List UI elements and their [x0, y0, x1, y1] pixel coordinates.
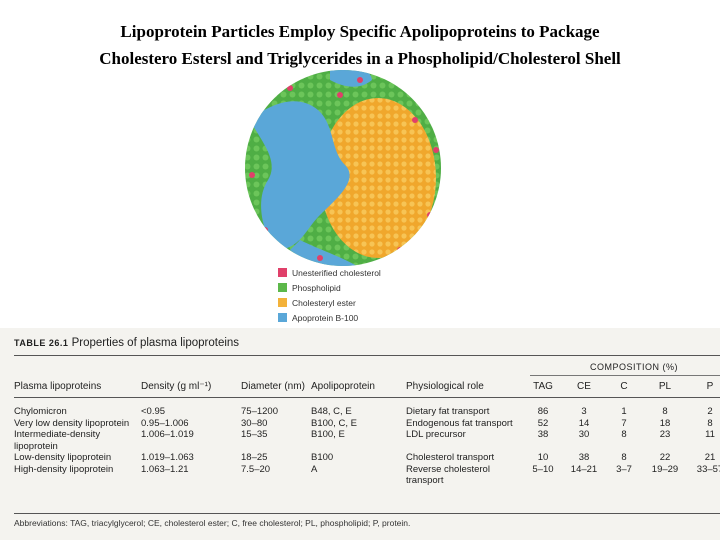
table-cell: 19–29 [651, 463, 679, 475]
table-cell: A [311, 463, 318, 475]
table-cell: 18–25 [241, 452, 268, 463]
title: Lipoprotein Particles Employ Specific Ap… [0, 18, 720, 72]
table-cell: B100, E [311, 429, 345, 440]
column-header: Physiological role [406, 380, 524, 398]
legend-swatch [278, 298, 287, 307]
table-cell: 1.019–1.063 [141, 452, 194, 463]
table-cell: 0.95–1.006 [141, 417, 189, 429]
legend-item: Phospholipid [278, 280, 381, 295]
table-caption: TABLE 26.1 Properties of plasma lipoprot… [14, 337, 239, 349]
table-cell: 8 [621, 452, 627, 463]
column-header: C [606, 380, 644, 398]
table-cell: 14–21 [570, 463, 598, 475]
table-cell: High-density lipoprotein [14, 463, 114, 475]
apoprotein [290, 240, 360, 266]
table-cell: B48, C, E [311, 406, 352, 417]
table-cell: Very low density lipoprotein [14, 417, 130, 429]
table: Plasma lipoproteins Density (g ml⁻¹) Diame… [14, 380, 720, 487]
table-cell: 10 [537, 452, 549, 463]
table-cell: 75–1200 [241, 406, 278, 417]
group-header: COMPOSITION (%) [590, 362, 678, 372]
legend: Unesterified cholesterol Phospholipid Chol… [278, 265, 381, 325]
table-cell: B100, C, E [311, 417, 357, 429]
header-row: Plasma lipoproteins Density (g ml⁻¹) Diame… [14, 380, 720, 398]
table-row: High-density lipoprotein 1.063–1.21 7.5–20… [14, 464, 720, 487]
table-cell: 8 [621, 429, 627, 440]
caption-label: TABLE 26.1 [14, 338, 69, 348]
table-cell: 33–57 [696, 463, 720, 475]
legend-item: Cholesteryl ester [278, 295, 381, 310]
table-cell: 38 [537, 429, 549, 440]
column-header: Apolipoprotein [311, 380, 406, 398]
table-cell: LDL precursor [406, 429, 466, 440]
column-header: TAG [524, 380, 564, 398]
footnote: Abbreviations: TAG, triacylglycerol; CE,… [14, 518, 411, 528]
legend-swatch [278, 313, 287, 322]
table-cell: Chylomicron [14, 406, 67, 417]
rule [14, 355, 720, 356]
table-row: Intermediate-density lipoprotein 1.006–1.… [14, 429, 720, 452]
table-row: Very low density lipoprotein 0.95–1.006 30… [14, 418, 720, 430]
column-header: PL [644, 380, 688, 398]
table-cell: 86 [537, 406, 549, 417]
table-cell: 15–35 [241, 429, 268, 440]
column-header: Plasma lipoproteins [14, 380, 141, 398]
table-cell: Cholesterol transport [406, 452, 495, 463]
table-cell: 38 [578, 452, 590, 463]
caption-text: Properties of plasma lipoproteins [71, 337, 240, 349]
table-cell: 8 [707, 417, 713, 429]
table-cell: 2 [707, 406, 713, 417]
legend-item: Unesterified cholesterol [278, 265, 381, 280]
table-cell: 14 [578, 417, 590, 429]
table-cell: 5–10 [532, 463, 554, 475]
legend-label: Apoprotein B-100 [292, 312, 359, 323]
core [320, 98, 436, 258]
table-cell: 1.063–1.21 [141, 463, 189, 475]
table-cell: 7.5–20 [241, 463, 271, 475]
table-cell: 1 [621, 406, 627, 417]
table-cell: 23 [659, 429, 671, 440]
table-cell: 52 [537, 417, 549, 429]
column-header: P [688, 380, 720, 398]
table-cell: B100 [311, 452, 334, 463]
particle-illustration [245, 70, 441, 266]
table-cell: 30 [578, 429, 590, 440]
table-row: Chylomicron <0.95 75–1200 B48, C, E Dietary … [14, 398, 720, 418]
table-row: Low-density lipoprotein 1.019–1.063 18–25 B… [14, 452, 720, 464]
table-cell: Low-density lipoprotein [14, 452, 112, 463]
table-cell: Reverse cholesterol transport [406, 463, 490, 487]
legend-swatch [278, 283, 287, 292]
table-cell: 3–7 [616, 463, 632, 475]
table-cell: 30–80 [241, 417, 268, 429]
legend-label: Phospholipid [292, 282, 341, 293]
table-cell: Dietary fat transport [406, 406, 490, 417]
rule [14, 513, 720, 514]
title-line: Cholestero Estersl and Triglycerides in … [99, 49, 621, 68]
legend-item: Apoprotein B-100 [278, 310, 381, 325]
table-cell: 3 [581, 406, 587, 417]
table-panel: TABLE 26.1 Properties of plasma lipoprot… [0, 328, 720, 540]
table-cell: 21 [704, 452, 716, 463]
legend-label: Unesterified cholesterol [292, 267, 381, 278]
column-header: Diameter (nm) [241, 380, 311, 398]
column-header: CE [564, 380, 606, 398]
legend-swatch [278, 268, 287, 277]
table-cell: 1.006–1.019 [141, 429, 194, 440]
legend-label: Cholesteryl ester [292, 297, 356, 308]
table-cell: 8 [662, 406, 668, 417]
table-cell: 22 [659, 452, 671, 463]
table-cell: 11 [705, 429, 715, 440]
rule [530, 375, 720, 376]
title-line: Lipoprotein Particles Employ Specific Ap… [120, 22, 600, 41]
table-cell: <0.95 [141, 406, 166, 417]
table-cell: Endogenous fat transport [406, 417, 513, 429]
column-header: Density (g ml⁻¹) [141, 380, 241, 398]
table-cell: Intermediate-density lipoprotein [14, 429, 101, 452]
apoprotein [250, 101, 350, 250]
table-cell: 7 [621, 417, 627, 429]
table-cell: 18 [659, 417, 671, 429]
